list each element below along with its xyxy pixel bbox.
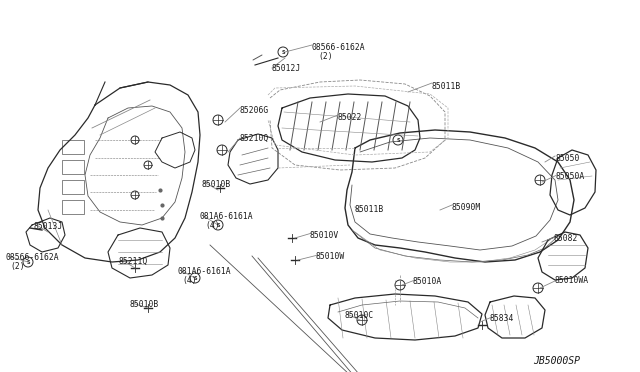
Text: S: S xyxy=(281,49,285,55)
Text: 85012J: 85012J xyxy=(272,64,301,73)
Text: 08566-6162A: 08566-6162A xyxy=(312,43,365,52)
Text: S: S xyxy=(216,222,220,228)
Text: 08566-6162A: 08566-6162A xyxy=(5,253,59,262)
Bar xyxy=(62,180,84,194)
Text: 85013J: 85013J xyxy=(33,222,62,231)
Text: 85010W: 85010W xyxy=(316,252,345,261)
Text: JB5000SP: JB5000SP xyxy=(533,356,580,366)
Text: 081A6-6161A: 081A6-6161A xyxy=(177,267,230,276)
Text: 85010A: 85010A xyxy=(413,277,442,286)
Bar xyxy=(62,200,84,214)
Bar xyxy=(62,140,84,154)
Text: 85010B: 85010B xyxy=(202,180,231,189)
Bar xyxy=(62,160,84,174)
Text: (4): (4) xyxy=(182,276,196,285)
Text: 85211Q: 85211Q xyxy=(118,257,147,266)
Text: 85834: 85834 xyxy=(490,314,515,323)
Text: S: S xyxy=(193,276,196,280)
Text: 85011B: 85011B xyxy=(355,205,384,214)
Text: 85011B: 85011B xyxy=(432,82,461,91)
Text: (4): (4) xyxy=(205,221,220,230)
Text: 85082: 85082 xyxy=(554,234,579,243)
Text: 85010C: 85010C xyxy=(345,311,374,320)
Text: 85010B: 85010B xyxy=(130,300,159,309)
Text: 85010WA: 85010WA xyxy=(555,276,589,285)
Text: S: S xyxy=(396,138,400,142)
Text: 85210Q: 85210Q xyxy=(240,134,269,143)
Text: 85090M: 85090M xyxy=(452,203,481,212)
Text: S: S xyxy=(26,260,29,264)
Text: (2): (2) xyxy=(10,262,24,271)
Text: 081A6-6161A: 081A6-6161A xyxy=(200,212,253,221)
Text: 85010V: 85010V xyxy=(310,231,339,240)
Text: 85050: 85050 xyxy=(556,154,580,163)
Text: 85022: 85022 xyxy=(338,113,362,122)
Text: 85050A: 85050A xyxy=(556,172,585,181)
Text: 85206G: 85206G xyxy=(240,106,269,115)
Text: (2): (2) xyxy=(318,52,333,61)
